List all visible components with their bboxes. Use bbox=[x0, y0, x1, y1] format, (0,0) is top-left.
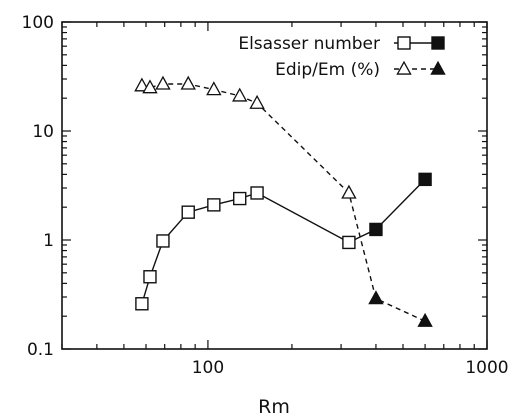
x-axis-title: Rm bbox=[258, 396, 290, 418]
legend-marker-filled bbox=[431, 36, 445, 50]
data-point-open bbox=[181, 205, 195, 219]
data-point-open bbox=[142, 79, 158, 94]
tick-marks bbox=[61, 21, 488, 350]
data-point-open bbox=[156, 234, 170, 248]
data-point-open bbox=[341, 184, 357, 199]
data-point-open bbox=[135, 297, 149, 311]
legend-marker-open bbox=[396, 60, 412, 75]
legend-marker-open bbox=[397, 36, 411, 50]
data-point-open bbox=[249, 94, 265, 109]
y-tick-label: 0.1 bbox=[27, 340, 54, 360]
data-point-filled bbox=[369, 222, 383, 237]
x-tick-label: 100 bbox=[192, 358, 224, 378]
data-point-filled bbox=[368, 290, 384, 305]
data-point-open bbox=[143, 270, 157, 284]
legend-marker-filled bbox=[430, 60, 446, 75]
x-tick-label: 1000 bbox=[465, 358, 508, 378]
data-point-filled bbox=[418, 172, 432, 187]
data-point-open bbox=[206, 81, 222, 96]
plot-frame bbox=[61, 21, 488, 350]
data-point-open bbox=[180, 75, 196, 90]
y-tick-label: 100 bbox=[22, 13, 54, 33]
legend: Elsasser number Edip/Em (%) bbox=[238, 34, 446, 80]
y-tick-label: 10 bbox=[32, 122, 54, 142]
y-tick-label: 1 bbox=[43, 231, 54, 251]
legend-label: Edip/Em (%) bbox=[275, 60, 380, 80]
data-point-open bbox=[232, 87, 248, 102]
data-point-open bbox=[155, 75, 171, 90]
data-point-open bbox=[342, 235, 356, 250]
tick-labels: 100 1000 0.1 1 10 100 bbox=[22, 13, 509, 378]
data-point-open bbox=[134, 77, 150, 92]
data-point-filled bbox=[417, 312, 433, 327]
data-point-open bbox=[250, 186, 264, 200]
series-layer bbox=[134, 75, 433, 327]
series-edip-em bbox=[134, 75, 433, 327]
series-line bbox=[141, 178, 426, 305]
series-elsasser-number bbox=[135, 172, 432, 311]
data-point-open bbox=[233, 191, 247, 206]
series-line bbox=[141, 83, 426, 322]
data-point-open bbox=[207, 198, 221, 212]
legend-label: Elsasser number bbox=[238, 34, 380, 54]
